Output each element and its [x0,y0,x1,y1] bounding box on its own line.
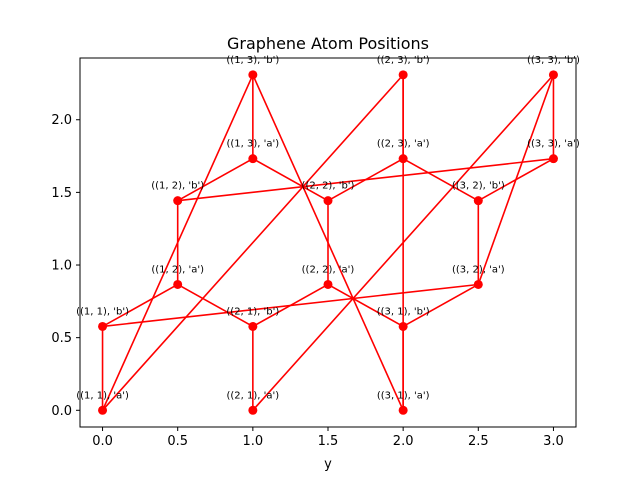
x-tick-label: 1.5 [318,434,339,449]
edge-layer [101,74,555,411]
y-tick-label: 0.5 [51,331,72,346]
atom-point [248,70,258,80]
atom-label: ((1, 1), 'a') [76,390,129,401]
y-tick-label: 1.0 [51,259,72,274]
y-axis: 0.0 0.5 1.0 1.5 2.0 [51,113,80,419]
x-tick-label: 2.0 [393,434,414,449]
x-tick-label: 0.5 [167,434,188,449]
bond-line [102,283,179,328]
x-axis-label: y [324,457,332,472]
chart-title: Graphene Atom Positions [227,34,429,53]
atom-label: ((2, 3), 'b') [377,55,430,66]
atom-label: ((1, 1), 'b') [76,306,129,317]
atom-point [473,279,483,289]
atom-label: ((3, 2), 'a') [452,264,505,275]
atom-point [248,405,258,415]
bond-line [177,157,254,202]
atom-label: ((1, 3), 'a') [227,139,280,150]
atom-point [98,405,108,415]
bond-line [477,74,555,285]
atom-label: ((3, 3), 'b') [527,55,580,66]
x-tick-label: 3.0 [543,434,564,449]
y-tick-label: 0.0 [51,404,72,419]
x-tick-label: 1.0 [243,434,264,449]
point-label-layer: ((1, 1), 'a') ((1, 1), 'b') ((1, 2), 'a') (… [76,55,580,401]
atom-label: ((2, 1), 'b') [226,306,279,317]
atom-label: ((1, 3), 'b') [226,55,279,66]
atom-point [98,321,108,331]
atom-label: ((3, 1), 'a') [377,390,430,401]
bond-line [101,74,404,411]
bond-line [252,157,329,202]
atom-label: ((3, 2), 'b') [452,181,505,192]
atom-point [323,196,333,206]
atom-label: ((3, 1), 'b') [377,306,430,317]
atom-point [473,196,483,206]
atom-point [248,321,258,331]
bond-line [402,283,479,328]
atom-label: ((2, 1), 'a') [227,390,280,401]
atom-label: ((3, 3), 'a') [527,139,580,150]
point-layer [98,70,558,415]
atom-label: ((2, 2), 'b') [302,181,355,192]
bond-line [102,283,479,328]
x-tick-label: 2.5 [468,434,489,449]
atom-point [398,321,408,331]
bond-line [327,283,404,328]
atom-point [398,405,408,415]
bond-line [252,74,555,411]
atom-label: ((1, 2), 'b') [151,181,204,192]
atom-point [398,154,408,164]
x-tick-label: 0.0 [92,434,113,449]
bond-line [402,157,479,202]
atom-point [173,196,183,206]
bond-line [252,74,404,411]
atom-point [323,279,333,289]
y-tick-label: 1.5 [51,186,72,201]
atom-point [398,70,408,80]
atom-label: ((2, 3), 'a') [377,139,430,150]
atom-label: ((2, 2), 'a') [302,264,355,275]
atom-label: ((1, 2), 'a') [151,264,204,275]
atom-point [248,154,258,164]
bond-line [101,74,254,411]
atom-point [548,154,558,164]
bond-line [177,283,254,328]
atom-point [548,70,558,80]
y-tick-label: 2.0 [51,113,72,128]
x-axis: 0.0 0.5 1.0 1.5 2.0 2.5 3.0 [92,427,564,449]
bond-line [177,157,554,202]
atom-point [173,279,183,289]
